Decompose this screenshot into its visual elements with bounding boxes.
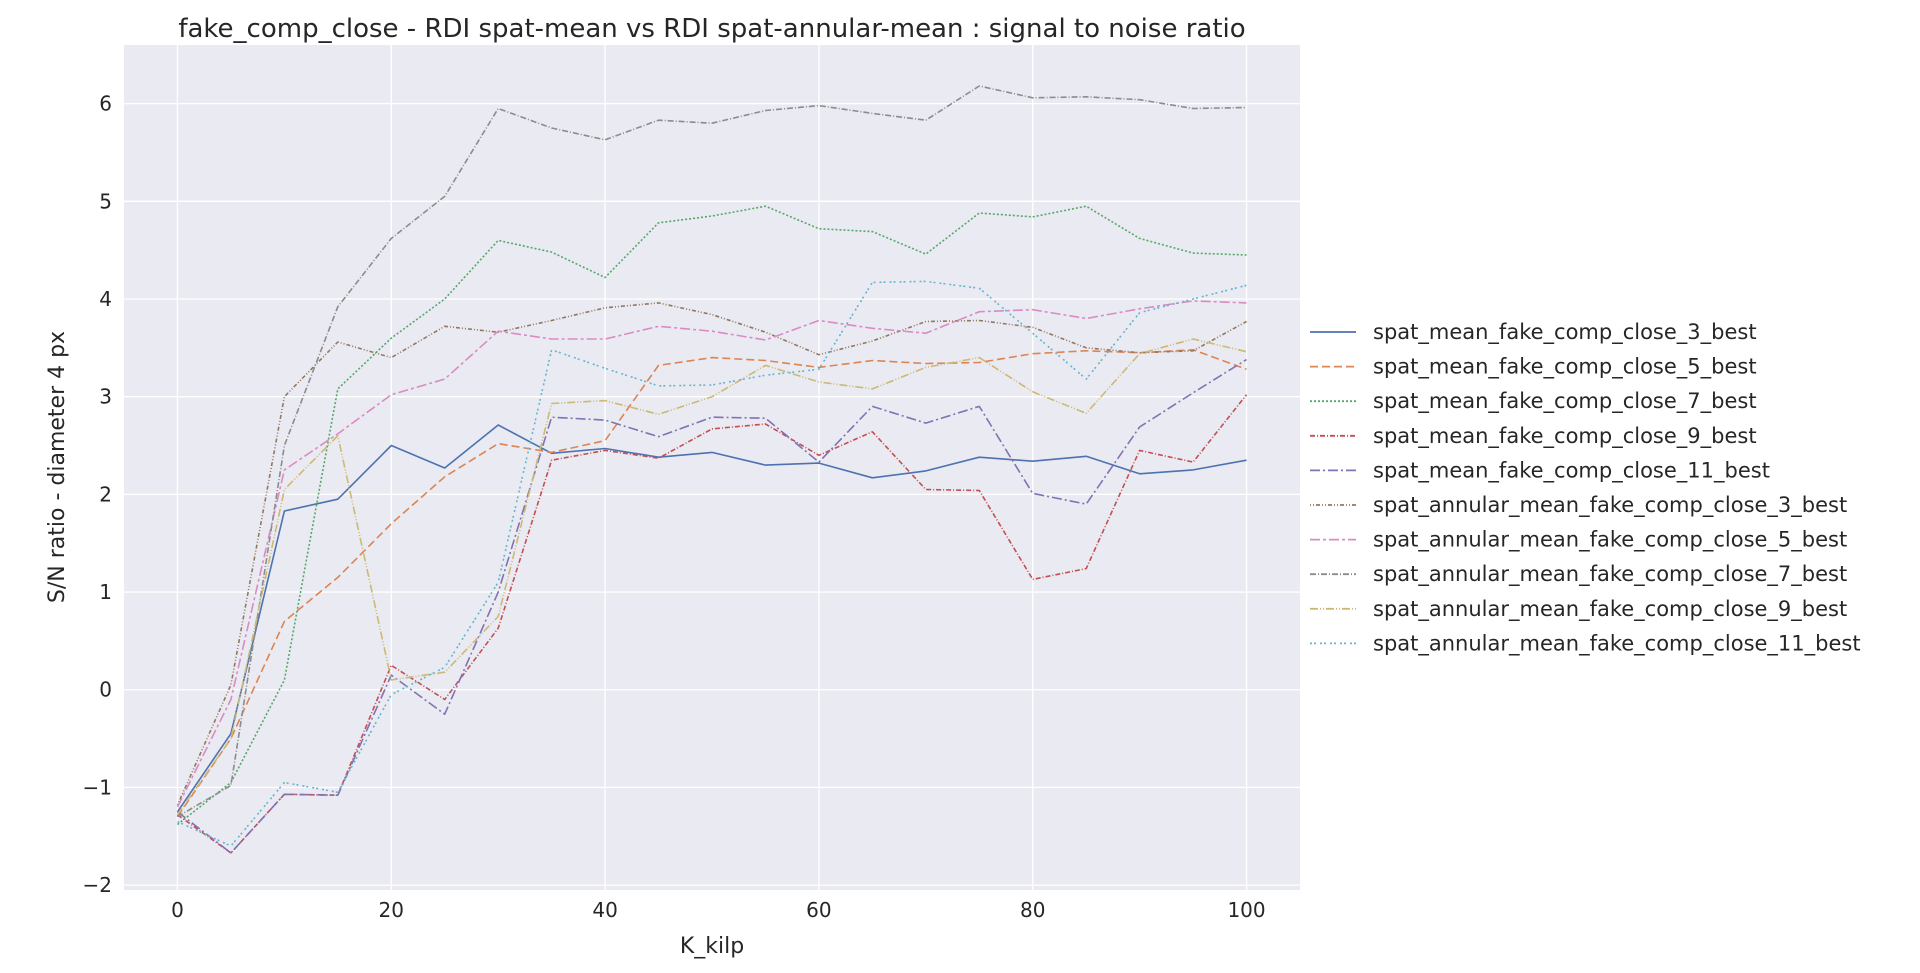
legend-entry: spat_annular_mean_fake_comp_close_9_best [1373,597,1847,622]
x-tick-label: 20 [379,898,404,922]
x-tick-labels: 0 20 40 60 80 100 [171,898,1266,922]
legend-entry: spat_annular_mean_fake_comp_close_11_bes… [1373,631,1861,656]
grid [124,45,1300,890]
y-tick-labels: −2 −1 0 1 2 3 4 5 6 [83,92,112,898]
y-tick-label: −1 [83,775,112,799]
series-lines [176,85,1248,854]
y-axis-label: S/N ratio - diameter 4 px [45,331,70,603]
series-line-7 [176,300,1247,808]
y-tick-label: 3 [99,385,112,409]
legend-entry: spat_mean_fake_comp_close_3_best [1373,320,1757,345]
series-line-2 [176,348,1247,818]
legend-entry: spat_mean_fake_comp_close_9_best [1373,424,1757,449]
x-tick-label: 60 [806,898,831,922]
x-tick-label: 100 [1227,898,1265,922]
legend-entry: spat_annular_mean_fake_comp_close_7_best [1373,562,1847,587]
y-tick-label: 0 [99,678,112,702]
legend-entry: spat_mean_fake_comp_close_11_best [1373,458,1770,483]
series-line-4 [177,394,1248,854]
y-tick-label: 4 [99,287,112,311]
legend-entry: spat_mean_fake_comp_close_7_best [1373,389,1757,414]
y-tick-label: 1 [99,580,112,604]
x-tick-label: 0 [171,898,184,922]
y-tick-label: 2 [99,482,112,506]
chart-title: fake_comp_close - RDI spat-mean vs RDI s… [178,14,1245,44]
series-line-6 [176,302,1247,806]
y-tick-label: 5 [99,189,112,213]
y-tick-label: −2 [83,873,112,897]
x-tick-label: 80 [1020,898,1045,922]
series-line-3 [177,205,1247,826]
series-line-5 [177,358,1247,854]
x-tick-label: 40 [592,898,617,922]
legend-entry: spat_annular_mean_fake_comp_close_5_best [1373,528,1847,553]
legend: spat_mean_fake_comp_close_3_best spat_mea… [1310,320,1861,656]
series-line-8 [177,85,1247,818]
series-line-1 [176,424,1247,813]
legend-entry: spat_annular_mean_fake_comp_close_3_best [1373,493,1847,518]
legend-entry: spat_mean_fake_comp_close_5_best [1373,355,1757,380]
series-line-9 [176,338,1247,816]
y-tick-label: 6 [99,92,112,116]
plot-area [124,45,1300,890]
x-axis-label: K_kilp [680,934,744,959]
